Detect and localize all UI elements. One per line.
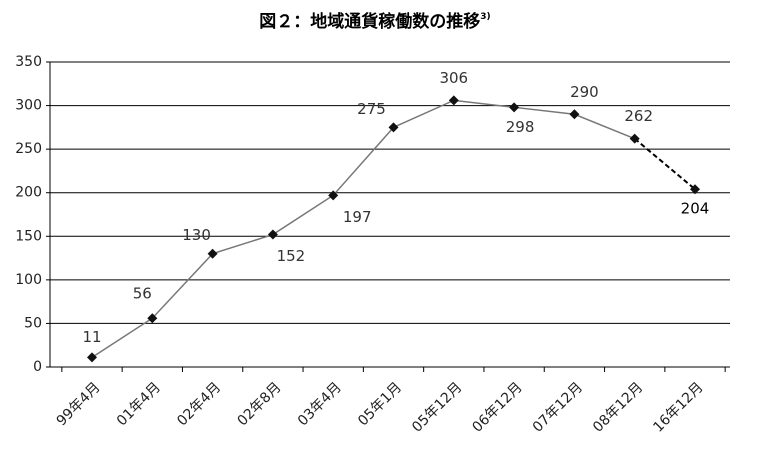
x-tick-label: 08年12月 [590,379,646,435]
y-tick-label: 50 [24,315,42,331]
x-tick-label: 05年12月 [409,379,465,435]
point-marker [388,122,399,133]
value-label: 152 [277,247,306,265]
x-tick-label: 02年8月 [235,379,285,429]
point-marker [690,184,700,195]
point-marker [147,313,158,324]
x-tick-label: 16年12月 [650,379,706,435]
dashed-segment [634,137,696,190]
title-text: 図２：地域通貨稼働数の推移 [259,11,480,32]
value-label: 298 [506,118,535,136]
value-label: 204 [681,200,710,218]
title-note: 3) [480,12,490,22]
y-tick-label: 0 [33,359,42,375]
y-tick-label: 200 [15,185,42,201]
point-marker [509,102,520,113]
x-tick-label: 03年4月 [295,379,345,429]
value-label: 275 [357,100,386,118]
y-tick-label: 250 [15,141,42,157]
value-label: 11 [82,328,101,346]
value-label: 197 [343,208,372,226]
point-marker [207,248,218,259]
point-marker [569,109,580,120]
value-label: 130 [182,226,211,244]
y-tick-label: 150 [15,228,42,244]
series-line [91,99,635,359]
chart-title: 図２：地域通貨稼働数の推移3) [259,11,490,32]
value-label: 290 [570,83,599,101]
point-marker [448,95,459,106]
y-tick-label: 300 [15,98,42,114]
x-tick-label: 01年4月 [114,379,164,429]
x-tick-label: 99年4月 [54,379,104,429]
y-tick-label: 350 [15,54,42,70]
x-tick-label: 07年12月 [530,379,586,435]
point-marker [328,190,339,201]
y-tick-label: 100 [15,272,42,288]
point-marker [267,229,278,240]
x-tick-label: 05年1月 [355,379,405,429]
x-tick-label: 02年4月 [174,379,224,429]
point-marker [87,352,97,363]
value-label: 306 [439,69,468,87]
x-tick-label: 06年12月 [469,379,525,435]
value-label: 56 [133,285,152,303]
point-marker [629,133,640,144]
value-label: 262 [624,107,653,125]
